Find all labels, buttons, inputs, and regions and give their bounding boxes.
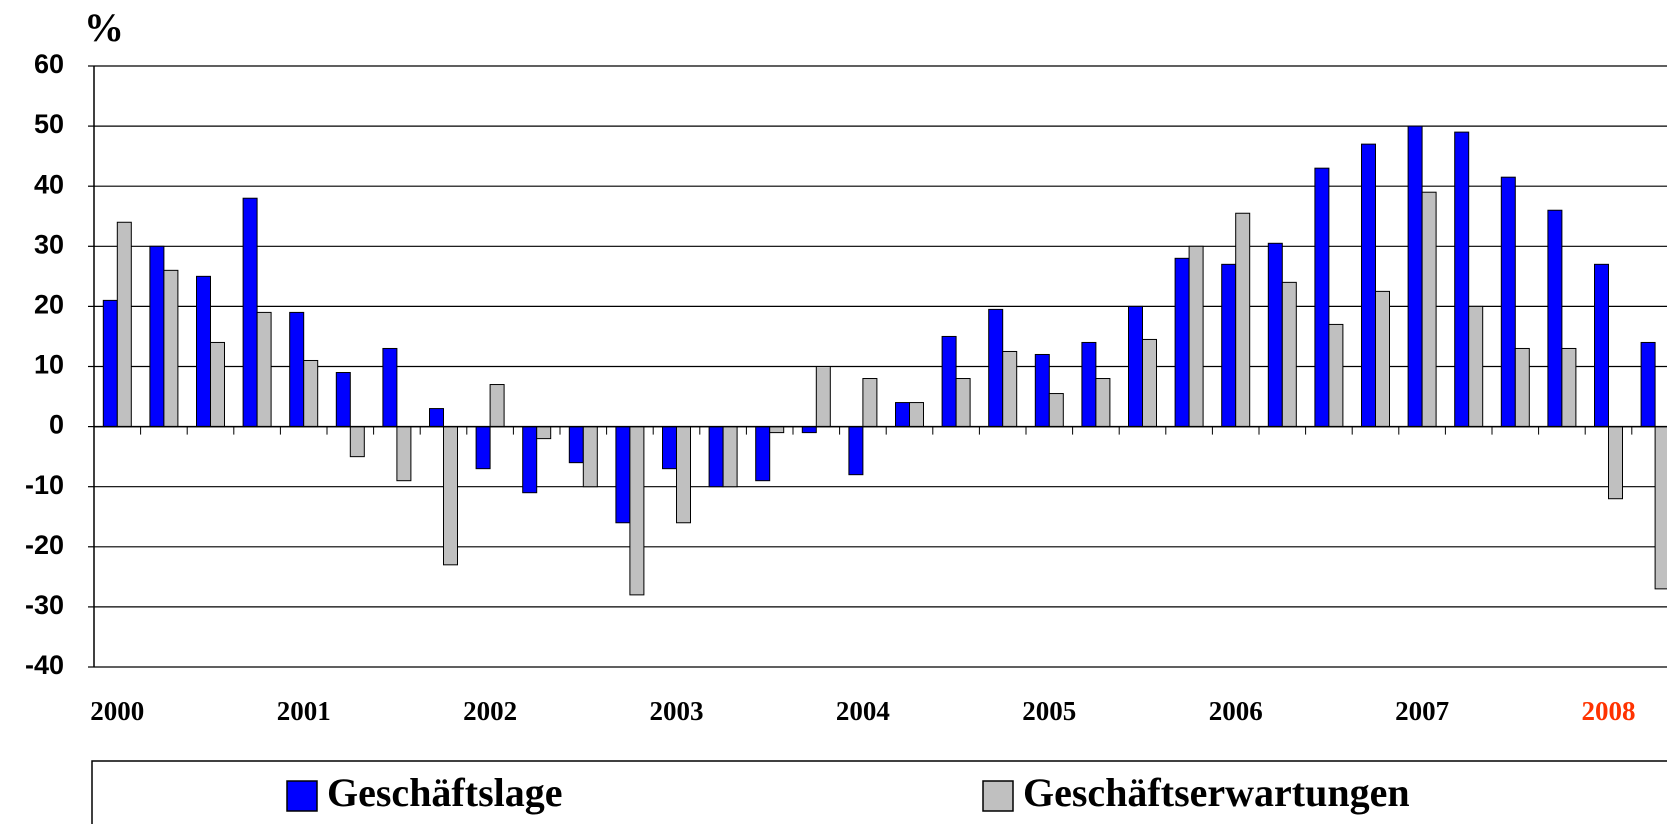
bar [1235, 212, 1251, 428]
y-tick-label: 0 [49, 410, 64, 440]
bar [1128, 305, 1143, 428]
bar [1594, 263, 1609, 428]
bar [662, 426, 677, 470]
bar [1500, 176, 1516, 428]
bar [615, 426, 631, 524]
bar [443, 426, 458, 566]
bar [1142, 338, 1157, 428]
bar [429, 408, 444, 428]
legend-swatch [982, 780, 1014, 812]
bar [909, 402, 924, 428]
bar [1188, 245, 1204, 428]
bar [1281, 281, 1297, 428]
y-tick-label: 40 [34, 169, 64, 199]
bar [163, 269, 179, 428]
x-tick-label: 2003 [650, 696, 704, 726]
bar [1328, 323, 1344, 428]
bar [289, 311, 305, 428]
x-tick-label: 2008 [1582, 696, 1636, 726]
legend-label: Geschäftserwartungen [1023, 770, 1410, 815]
bar [522, 426, 538, 494]
x-tick-label: 2007 [1395, 696, 1449, 726]
bar [396, 426, 412, 482]
bar [242, 197, 258, 428]
bar [1002, 350, 1018, 428]
bar [1095, 378, 1111, 428]
bar [582, 426, 598, 488]
bar [722, 426, 738, 488]
bar [335, 372, 351, 428]
bar [801, 426, 817, 434]
bar [149, 245, 165, 428]
x-tick-label: 2004 [836, 696, 890, 726]
bar [1174, 257, 1190, 428]
bar [1314, 167, 1330, 428]
bar [769, 426, 785, 434]
x-tick-label: 2000 [90, 696, 144, 726]
x-tick-label: 2006 [1209, 696, 1263, 726]
bar [475, 426, 491, 470]
bar [1561, 347, 1577, 428]
y-tick-label: 50 [34, 109, 64, 139]
bar [256, 311, 272, 428]
bar [1221, 263, 1237, 428]
bar [862, 378, 878, 428]
bar [382, 347, 398, 428]
y-tick-label: -20 [25, 530, 64, 560]
legend-swatch [286, 780, 318, 812]
bar [1267, 242, 1283, 428]
bar [1407, 125, 1423, 428]
bar [708, 426, 724, 488]
bar [196, 275, 211, 428]
bar [1048, 393, 1064, 428]
bar [568, 426, 584, 464]
y-tick-label: -10 [25, 470, 64, 500]
legend-label: Geschäftslage [327, 770, 563, 815]
bar [755, 426, 771, 482]
bar [1608, 426, 1623, 500]
y-axis-label: % [84, 5, 124, 50]
legend-box [91, 760, 1667, 824]
bar [1375, 290, 1390, 428]
bar [1547, 209, 1563, 428]
bar [102, 299, 118, 428]
bar [210, 341, 225, 428]
bar [848, 426, 864, 476]
bar [1514, 347, 1530, 428]
bar [895, 402, 910, 428]
bar [1361, 143, 1376, 428]
y-tick-label: 10 [34, 350, 64, 380]
bar [1640, 341, 1656, 428]
bar [676, 426, 691, 524]
x-tick-label: 2001 [277, 696, 331, 726]
bar [536, 426, 552, 440]
bar [489, 384, 505, 428]
bar [1421, 191, 1437, 428]
bar [815, 366, 831, 428]
y-tick-label: 30 [34, 229, 64, 259]
bar [349, 426, 365, 458]
bar [629, 426, 645, 596]
x-tick-label: 2002 [463, 696, 517, 726]
bar [988, 308, 1004, 428]
y-tick-label: 20 [34, 290, 64, 320]
bar [303, 359, 319, 428]
bar [955, 378, 971, 428]
y-tick-label: 60 [34, 49, 64, 79]
bar [1468, 305, 1484, 428]
y-tick-label: -40 [25, 650, 64, 680]
bar [1081, 341, 1097, 428]
bar [116, 221, 132, 428]
bar [1654, 426, 1667, 590]
x-tick-label: 2005 [1022, 696, 1076, 726]
y-tick-label: -30 [25, 590, 64, 620]
bar [1454, 131, 1470, 428]
bar [941, 335, 957, 428]
bar [1034, 353, 1050, 428]
